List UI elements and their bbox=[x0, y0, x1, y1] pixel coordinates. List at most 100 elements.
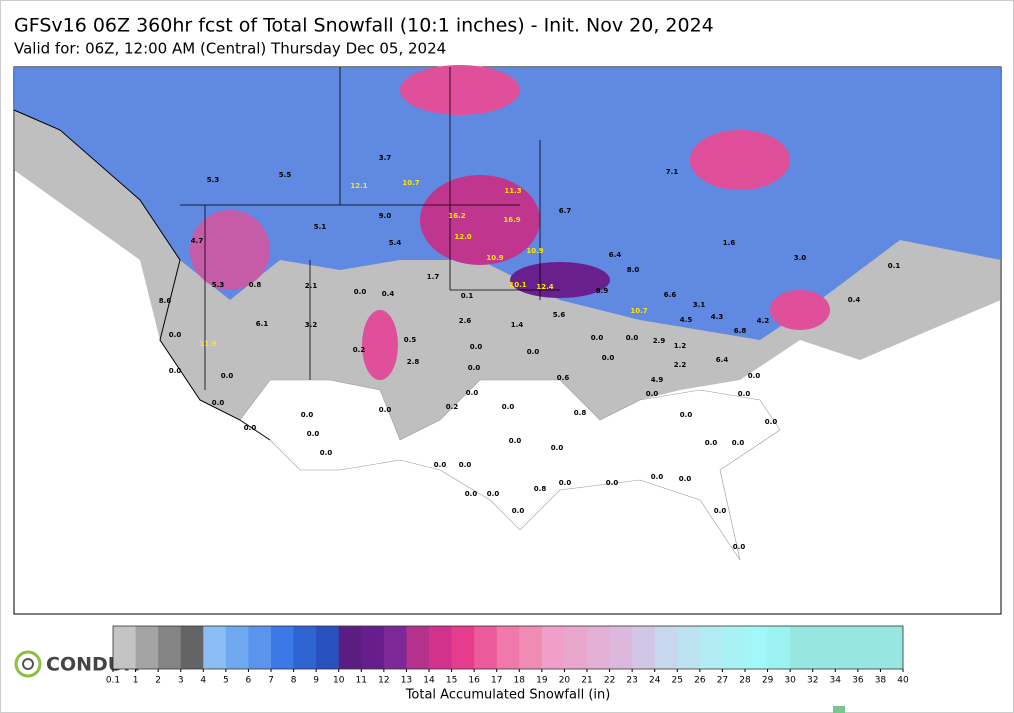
colorbar-tick-label: 4 bbox=[200, 676, 206, 686]
colorbar-swatch bbox=[451, 626, 475, 669]
station-value: 0.0 bbox=[307, 430, 320, 438]
station-value: 0.0 bbox=[602, 354, 615, 362]
station-value: 0.0 bbox=[509, 437, 522, 445]
colorbar-swatch bbox=[632, 626, 656, 669]
colorbar-tick-label: 36 bbox=[852, 676, 864, 686]
station-value: 0.0 bbox=[244, 424, 257, 432]
title: GFSv16 06Z 360hr fcst of Total Snowfall … bbox=[14, 15, 714, 37]
colorbar-swatch bbox=[361, 626, 385, 669]
colorbar-tick-label: 28 bbox=[739, 676, 751, 686]
station-value: 0.5 bbox=[404, 336, 417, 344]
station-value: 0.0 bbox=[732, 439, 745, 447]
colorbar-tick-label: 26 bbox=[694, 676, 706, 686]
station-value-high: 10.1 bbox=[509, 281, 526, 289]
snow-pink bbox=[690, 130, 790, 190]
colorbar-swatch bbox=[790, 626, 814, 669]
station-value: 2.9 bbox=[653, 337, 666, 345]
colorbar-tick-label: 3 bbox=[178, 676, 184, 686]
colorbar-tick-label: 1 bbox=[133, 676, 139, 686]
station-value: 0.0 bbox=[748, 372, 761, 380]
colorbar-tick-label: 5 bbox=[223, 676, 229, 686]
station-value: 3.7 bbox=[379, 154, 392, 162]
colorbar-tick-label: 38 bbox=[875, 676, 887, 686]
station-value: 0.0 bbox=[606, 479, 619, 487]
station-value-high: 11.9 bbox=[199, 340, 216, 348]
colorbar-swatch bbox=[767, 626, 791, 669]
colorbar-tick-label: 24 bbox=[649, 676, 661, 686]
land-south bbox=[239, 379, 781, 561]
station-value: 5.1 bbox=[314, 223, 327, 231]
colorbar-swatch bbox=[835, 626, 859, 669]
colorbar-tick-label: 9 bbox=[313, 676, 319, 686]
station-value-high: 11.3 bbox=[504, 187, 521, 195]
colorbar-tick-label: 8 bbox=[291, 676, 297, 686]
colorbar-swatch bbox=[406, 626, 430, 669]
station-value-high: 16.9 bbox=[503, 216, 520, 224]
colorbar-swatch bbox=[158, 626, 182, 669]
station-value: 2.2 bbox=[674, 361, 687, 369]
colorbar-tick-label: 11 bbox=[356, 676, 367, 686]
station-value: 0.0 bbox=[738, 390, 751, 398]
station-value: 0.0 bbox=[559, 479, 572, 487]
station-value: 4.5 bbox=[680, 316, 693, 324]
station-value: 6.4 bbox=[716, 356, 729, 364]
station-value: 5.6 bbox=[553, 311, 566, 319]
station-value: 4.7 bbox=[191, 237, 204, 245]
station-value: 0.0 bbox=[646, 390, 659, 398]
logo-icon bbox=[22, 658, 34, 670]
colorbar-tick-label: 17 bbox=[491, 676, 502, 686]
station-value: 0.0 bbox=[212, 399, 225, 407]
colorbar-swatch bbox=[541, 626, 565, 669]
station-value: 4.3 bbox=[711, 313, 724, 321]
colorbar-tick-label: 40 bbox=[897, 676, 909, 686]
colorbar-swatch bbox=[519, 626, 543, 669]
colorbar-swatch bbox=[293, 626, 317, 669]
station-value: 8.0 bbox=[627, 266, 640, 274]
station-value: 8.6 bbox=[159, 297, 172, 305]
station-value: 0.0 bbox=[527, 348, 540, 356]
station-value: 0.0 bbox=[169, 367, 182, 375]
colorbar-swatch bbox=[383, 626, 407, 669]
station-value: 6.6 bbox=[664, 291, 677, 299]
station-value: 0.0 bbox=[733, 543, 746, 551]
station-value: 3.1 bbox=[693, 301, 706, 309]
station-value: 0.0 bbox=[502, 403, 515, 411]
colorbar-swatch bbox=[429, 626, 453, 669]
station-value: 0.0 bbox=[320, 449, 333, 457]
station-value: 0.0 bbox=[459, 461, 472, 469]
snow-pink bbox=[190, 210, 270, 290]
colorbar-swatch bbox=[745, 626, 769, 669]
station-value: 5.3 bbox=[207, 176, 220, 184]
station-value: 0.0 bbox=[705, 439, 718, 447]
colorbar-tick-label: 18 bbox=[514, 676, 526, 686]
colorbar-swatch bbox=[609, 626, 633, 669]
colorbar-swatch bbox=[880, 626, 904, 669]
colorbar-swatch bbox=[722, 626, 746, 669]
map bbox=[13, 65, 1002, 615]
colorbar-swatch bbox=[316, 626, 340, 669]
station-value-high: 12.1 bbox=[350, 182, 367, 190]
station-value: 0.0 bbox=[470, 343, 483, 351]
colorbar-tick-label: 6 bbox=[246, 676, 252, 686]
station-value-high: 10.9 bbox=[526, 247, 543, 255]
colorbar-swatch bbox=[496, 626, 520, 669]
station-value: 7.1 bbox=[666, 168, 679, 176]
colorbar-swatch bbox=[587, 626, 611, 669]
colorbar-tick-label: 13 bbox=[401, 676, 412, 686]
snow-pink bbox=[770, 290, 830, 330]
station-value: 0.0 bbox=[468, 364, 481, 372]
colorbar-swatch bbox=[203, 626, 227, 669]
station-value: 0.0 bbox=[221, 372, 234, 380]
colorbar-swatch bbox=[248, 626, 272, 669]
colorbar-tick-label: 0.1 bbox=[106, 676, 120, 686]
colorbar-tick-label: 29 bbox=[762, 676, 774, 686]
station-value-high: 12.0 bbox=[454, 233, 471, 241]
colorbar-tick-label: 30 bbox=[784, 676, 796, 686]
colorbar-swatch bbox=[699, 626, 723, 669]
snow-pink bbox=[400, 65, 520, 115]
colorbar-swatch bbox=[113, 626, 137, 669]
station-value: 0.0 bbox=[651, 473, 664, 481]
station-value: 0.0 bbox=[169, 331, 182, 339]
